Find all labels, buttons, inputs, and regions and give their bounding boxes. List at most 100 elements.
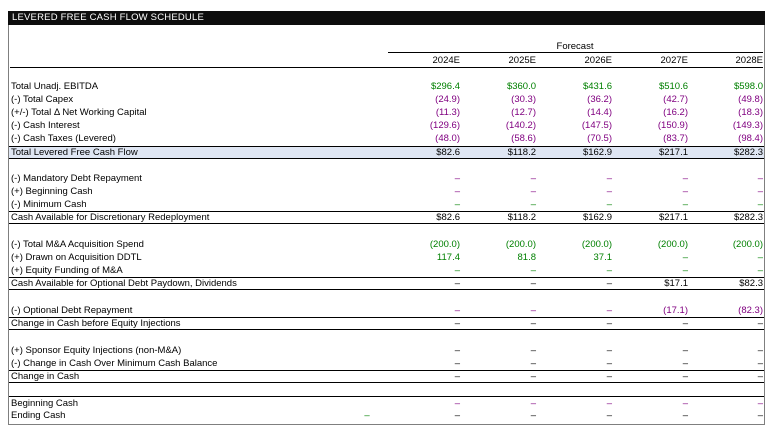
cell-2024e: (48.0) xyxy=(435,133,460,144)
cell-2026e: $431.6 xyxy=(582,81,612,92)
cell-2026e: 37.1 xyxy=(593,252,613,263)
year-2028e: 2028E xyxy=(735,55,763,66)
cell-2025e: (140.2) xyxy=(505,120,536,131)
cell-2025e: – xyxy=(530,318,536,329)
cell-2027e: – xyxy=(682,186,688,197)
cell-2024e: – xyxy=(454,318,460,329)
row-label: (+) Beginning Cash xyxy=(11,186,93,197)
cell-2026e: – xyxy=(606,398,612,409)
row-label: Change in Cash xyxy=(11,371,80,382)
row-mandatory-debt-repayment: (-) Mandatory Debt Repayment – – – – – xyxy=(9,172,764,185)
row-label: Ending Cash xyxy=(11,410,66,421)
row-label: Cash Available for Discretionary Redeplo… xyxy=(11,212,210,223)
cell-2026e: – xyxy=(606,410,612,421)
cell-2027e: – xyxy=(682,265,688,276)
row-total-m-a-acquisition-spend: (-) Total M&A Acquisition Spend (200.0) (2… xyxy=(9,238,764,251)
row-ending-cash: Ending Cash – – – – – – xyxy=(9,409,764,422)
cell-2024e: – xyxy=(454,398,460,409)
cell-2028e: – xyxy=(757,199,763,210)
row-label: (-) Mandatory Debt Repayment xyxy=(11,173,142,184)
year-2025e: 2025E xyxy=(508,55,536,66)
cell-2024e: 117.4 xyxy=(436,252,460,263)
row-label: (+/-) Total Δ Net Working Capital xyxy=(11,107,147,118)
cell-2027e: (83.7) xyxy=(663,133,688,144)
cell-2024e: (24.9) xyxy=(435,94,460,105)
cell-2024e: $82.6 xyxy=(436,212,460,223)
row-label: (-) Change in Cash Over Minimum Cash Bal… xyxy=(11,358,218,369)
cell-2026e: (147.5) xyxy=(581,120,612,131)
cell-2025e: – xyxy=(530,186,536,197)
cell-2027e: – xyxy=(682,199,688,210)
cell-2025e: – xyxy=(530,358,536,369)
cell-2026e: (14.4) xyxy=(587,107,612,118)
row-label: Total Unadj. EBITDA xyxy=(11,81,99,92)
cell-2027e: (150.9) xyxy=(657,120,688,131)
cell-2026e: – xyxy=(606,173,612,184)
cell-2027e: – xyxy=(682,345,688,356)
cell-2024e: – xyxy=(454,199,460,210)
row-label: (-) Total Capex xyxy=(11,94,74,105)
cell-2026e: – xyxy=(606,278,612,289)
cell-2025e: $118.2 xyxy=(507,212,536,223)
row-minimum-cash: (-) Minimum Cash – – – – – xyxy=(9,198,764,211)
cell-2026e: – xyxy=(606,371,612,382)
cell-2027e: $217.1 xyxy=(658,147,688,158)
row-label: Beginning Cash xyxy=(11,398,79,409)
row-cash-available-for-optional-debt-paydown-dividends: Cash Available for Optional Debt Paydown… xyxy=(9,277,764,290)
cell-2028e: $282.3 xyxy=(733,212,763,223)
cell-2028e: (49.8) xyxy=(738,94,763,105)
row-label: (+) Sponsor Equity Injections (non-M&A) xyxy=(11,345,182,356)
cell-2025e: – xyxy=(530,371,536,382)
cell-2026e: (70.5) xyxy=(587,133,612,144)
cell-2027e: $217.1 xyxy=(658,212,688,223)
cell-2026e: $162.9 xyxy=(582,212,612,223)
row-label: Change in Cash before Equity Injections xyxy=(11,318,181,329)
row-change-in-cash: Change in Cash – – – – – xyxy=(9,370,764,383)
cell-2026e: – xyxy=(606,265,612,276)
row-label: Cash Available for Optional Debt Paydown… xyxy=(11,278,237,289)
cell-2027e: – xyxy=(682,173,688,184)
cell-2028e: – xyxy=(757,358,763,369)
cell-2024e: (129.6) xyxy=(429,120,460,131)
cell-2024e: – xyxy=(454,173,460,184)
cell-2024e: – xyxy=(454,265,460,276)
cell-2025e: – xyxy=(530,265,536,276)
cell-2025e: – xyxy=(530,305,536,316)
cell-2028e: – xyxy=(757,173,763,184)
cell-2028e: $282.3 xyxy=(733,147,763,158)
cell-2024e: $296.4 xyxy=(430,81,460,92)
row-label: (+) Equity Funding of M&A xyxy=(11,265,123,276)
cell-2024e: $82.6 xyxy=(436,147,460,158)
cell-2028e: (200.0) xyxy=(732,239,763,250)
cell-2028e: (82.3) xyxy=(738,305,763,316)
cell-2025e: – xyxy=(530,410,536,421)
forecast-header: Forecast xyxy=(556,41,594,52)
year-2024e: 2024E xyxy=(432,55,460,66)
row-drawn-on-acquisition-ddtl: (+) Drawn on Acquisition DDTL 117.4 81.8 37… xyxy=(9,251,764,264)
cell-2028e: – xyxy=(757,410,763,421)
forecast-rule xyxy=(388,52,763,53)
cell-2025e: $360.0 xyxy=(506,81,536,92)
cell-2026e: (200.0) xyxy=(581,239,612,250)
cell-2025e: (58.6) xyxy=(511,133,536,144)
cell-2028e: (149.3) xyxy=(732,120,763,131)
cell-2026e: – xyxy=(606,345,612,356)
cell-2028e: – xyxy=(757,371,763,382)
row-change-in-cash-over-minimum-cash-balance: (-) Change in Cash Over Minimum Cash Bal… xyxy=(9,357,764,370)
cell-2026e: – xyxy=(606,358,612,369)
cell-2024e: – xyxy=(454,305,460,316)
cell-2026e: – xyxy=(606,199,612,210)
cell-2027e: (200.0) xyxy=(657,239,688,250)
cell-2026e: $162.9 xyxy=(582,147,612,158)
cell-2024e: (200.0) xyxy=(429,239,460,250)
cell-2028e: – xyxy=(757,398,763,409)
year-2027e: 2027E xyxy=(660,55,688,66)
row-cash-available-for-discretionary-redeployment: Cash Available for Discretionary Redeplo… xyxy=(9,211,764,224)
year-2026e: 2026E xyxy=(584,55,612,66)
cell-2027e: $17.1 xyxy=(664,278,688,289)
cell-2025e: – xyxy=(530,199,536,210)
row-label: (-) Minimum Cash xyxy=(11,199,87,210)
cell-2025e: (30.3) xyxy=(511,94,536,105)
cell-2027e: – xyxy=(682,371,688,382)
cell-2027e: – xyxy=(682,318,688,329)
